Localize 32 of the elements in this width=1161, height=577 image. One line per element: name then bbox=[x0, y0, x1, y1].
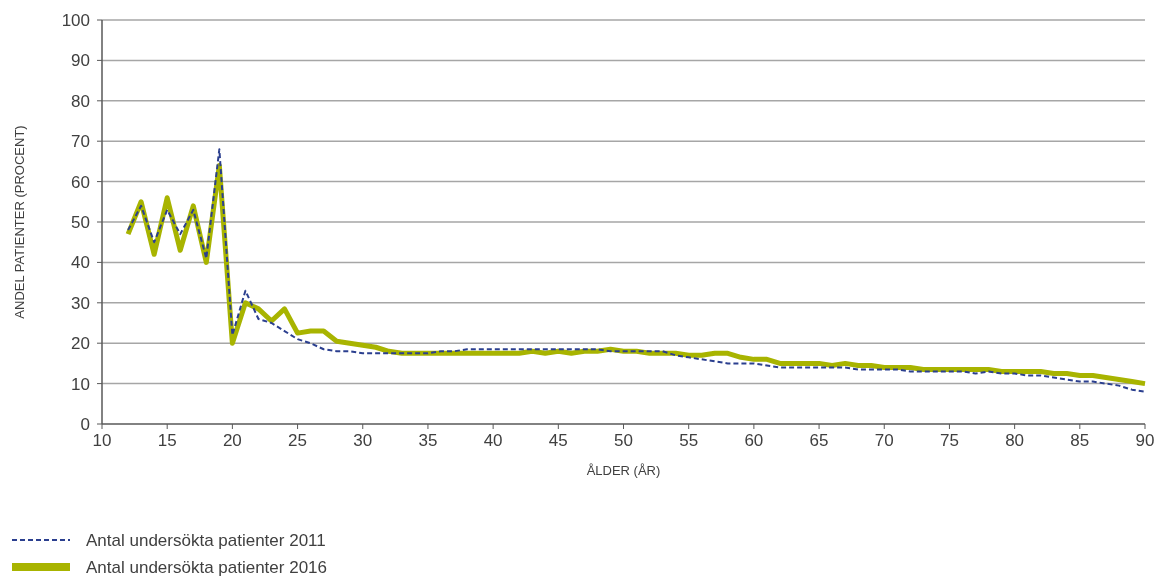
x-tick-label: 35 bbox=[418, 431, 438, 450]
x-tick-label: 20 bbox=[222, 431, 242, 450]
y-axis-title: ANDEL PATIENTER (PROCENT) bbox=[12, 125, 27, 319]
x-tick-label: 10 bbox=[92, 431, 112, 450]
y-tick-label: 90 bbox=[71, 51, 90, 71]
y-tick-label: 100 bbox=[61, 11, 90, 30]
x-tick-label: 40 bbox=[483, 431, 503, 450]
y-tick-label: 10 bbox=[71, 374, 90, 394]
x-tick-label: 25 bbox=[288, 431, 308, 450]
x-tick-label: 30 bbox=[353, 431, 373, 450]
x-tick-label: 55 bbox=[679, 431, 699, 450]
y-tick-label: 0 bbox=[80, 415, 90, 434]
x-tick-label: 60 bbox=[744, 431, 764, 450]
x-tick-label: 50 bbox=[614, 431, 633, 450]
y-tick-label: 70 bbox=[71, 132, 90, 152]
y-tick-label: 20 bbox=[71, 334, 90, 354]
x-tick-label: 75 bbox=[939, 431, 959, 450]
y-tick-label: 50 bbox=[71, 213, 90, 232]
x-axis-title: ÅLDER (ÅR) bbox=[586, 463, 661, 478]
x-tick-label: 45 bbox=[548, 431, 568, 450]
y-tick-label: 40 bbox=[71, 253, 90, 273]
x-tick-label: 80 bbox=[1005, 431, 1025, 450]
x-tick-label: 85 bbox=[1070, 431, 1090, 450]
legend-label: Antal undersökta patienter 2011 bbox=[86, 531, 326, 550]
y-tick-label: 60 bbox=[71, 172, 90, 192]
y-tick-label: 30 bbox=[71, 293, 90, 313]
legend-label: Antal undersökta patienter 2016 bbox=[86, 558, 328, 577]
x-tick-label: 70 bbox=[874, 431, 894, 450]
y-tick-label: 80 bbox=[71, 91, 90, 111]
x-tick-label: 90 bbox=[1135, 431, 1155, 450]
x-tick-label: 15 bbox=[157, 431, 177, 450]
x-tick-label: 65 bbox=[809, 431, 829, 450]
